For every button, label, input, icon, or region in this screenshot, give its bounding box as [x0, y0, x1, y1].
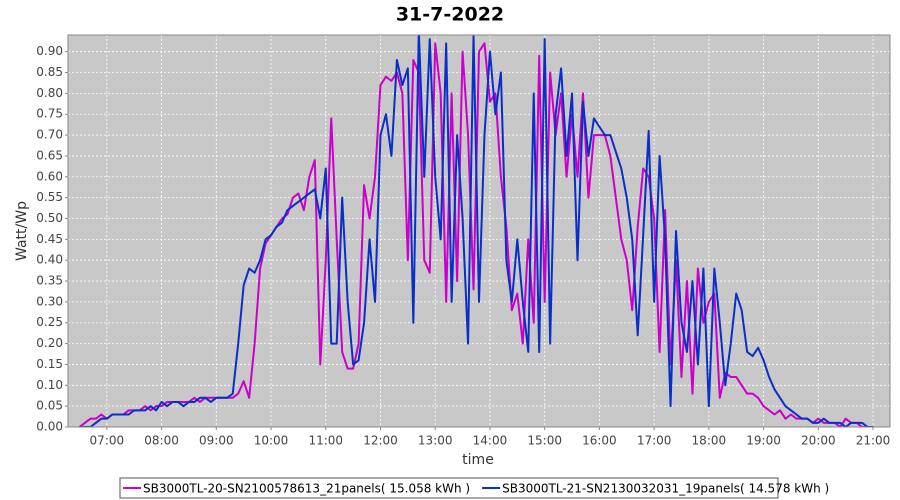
y-tick-label: 0.45: [36, 232, 63, 246]
x-tick-label: 07:00: [90, 434, 125, 448]
plot-border: [67, 34, 891, 428]
y-tick-label: 0.35: [36, 274, 63, 288]
x-tick-label: 11:00: [308, 434, 343, 448]
y-tick-label: 0.65: [36, 148, 63, 162]
x-tick-label: 14:00: [473, 434, 508, 448]
legend-label: SB3000TL-21-SN2130032031_19panels( 14.57…: [502, 482, 829, 496]
y-tick-label: 0.85: [36, 65, 63, 79]
x-tick-label: 19:00: [746, 434, 781, 448]
plot-area: [68, 35, 890, 427]
series-line: [79, 35, 874, 427]
y-tick-label: 0.90: [36, 44, 63, 58]
x-tick-label: 12:00: [363, 434, 398, 448]
x-tick-label: 15:00: [527, 434, 562, 448]
x-tick-label: 21:00: [856, 434, 891, 448]
x-tick-label: 16:00: [582, 434, 617, 448]
x-tick-label: 08:00: [144, 434, 179, 448]
x-tick-label: 13:00: [418, 434, 453, 448]
legend-label: SB3000TL-20-SN2100578613_21panels( 15.05…: [143, 482, 470, 496]
y-tick-label: 0.15: [36, 357, 63, 371]
x-tick-label: 09:00: [199, 434, 234, 448]
x-tick-label: 20:00: [801, 434, 836, 448]
y-tick-label: 0.20: [36, 336, 63, 350]
y-tick-label: 0.70: [36, 128, 63, 142]
y-tick-label: 0.40: [36, 253, 63, 267]
y-tick-label: 0.50: [36, 211, 63, 225]
y-axis-label: Watt/Wp: [14, 201, 30, 261]
y-tick-label: 0.55: [36, 190, 63, 204]
y-tick-label: 0.30: [36, 294, 63, 308]
y-tick-label: 0.75: [36, 107, 63, 121]
y-tick-label: 0.60: [36, 169, 63, 183]
chart-title: 31-7-2022: [396, 4, 504, 26]
y-tick-label: 0.80: [36, 86, 63, 100]
y-tick-label: 0.05: [36, 399, 63, 413]
y-tick-label: 0.10: [36, 378, 63, 392]
x-axis-label: time: [462, 452, 494, 468]
legend-box: [119, 477, 779, 499]
y-tick-label: 0.25: [36, 315, 63, 329]
x-tick-label: 17:00: [637, 434, 672, 448]
x-tick-label: 18:00: [692, 434, 727, 448]
y-tick-label: 0.00: [36, 420, 63, 434]
x-tick-label: 10:00: [254, 434, 289, 448]
